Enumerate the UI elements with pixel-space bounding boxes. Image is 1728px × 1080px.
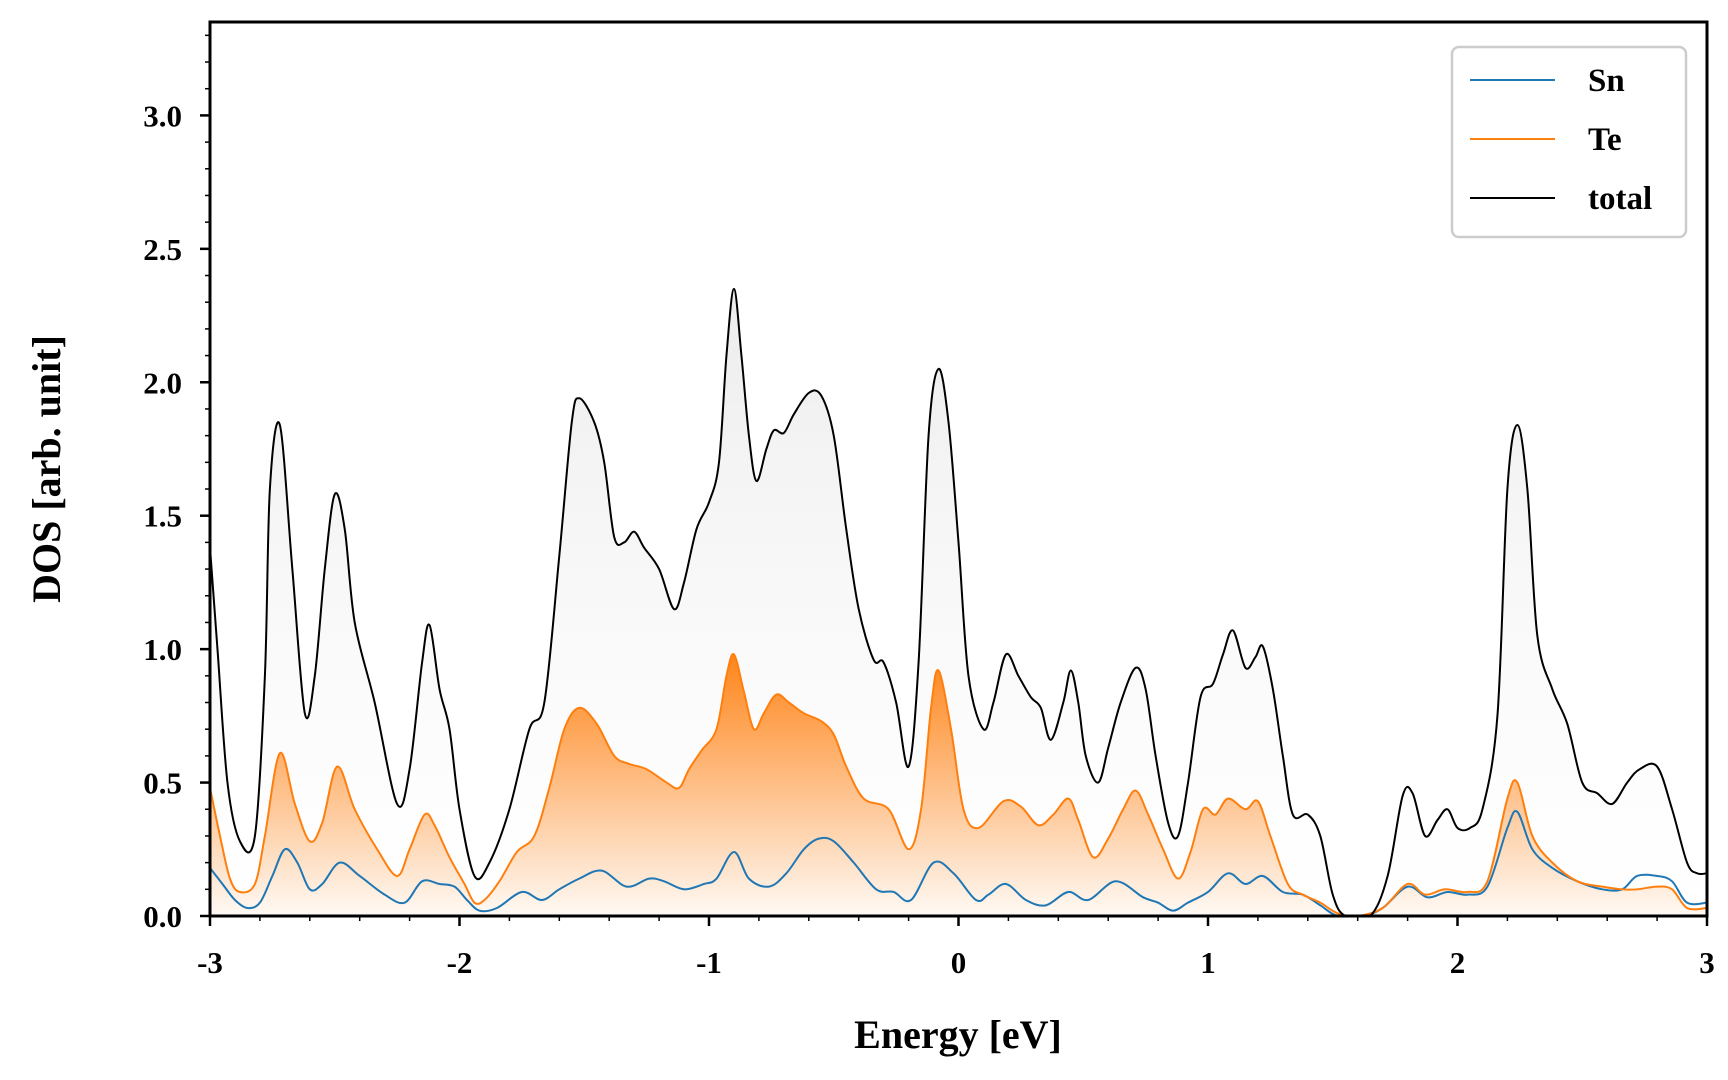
legend-label-te: Te [1588, 122, 1622, 158]
legend-label-total: total [1588, 181, 1652, 217]
x-tick-label: 0 [951, 945, 967, 980]
y-tick-label: 1.5 [143, 499, 182, 534]
series-line-total [210, 287, 1707, 916]
legend-box [1450, 45, 1688, 239]
x-tick-label: -2 [447, 945, 473, 980]
x-tick-label: -1 [696, 945, 722, 980]
x-tick-label: -3 [197, 945, 223, 980]
y-tick-label: 1.0 [143, 632, 182, 667]
y-axis-title: DOS [arb. unit] [24, 335, 69, 603]
y-tick-label: 2.0 [143, 365, 182, 400]
legend-label-sn: Sn [1588, 63, 1625, 99]
x-tick-label: 3 [1699, 945, 1715, 980]
legend: Sn Te total [1450, 45, 1688, 239]
y-tick-label: 3.0 [143, 98, 182, 133]
y-tick-label: 0.5 [143, 766, 182, 801]
y-tick-label: 2.5 [143, 232, 182, 267]
x-tick-label: 2 [1450, 945, 1466, 980]
x-tick-label: 1 [1200, 945, 1216, 980]
x-axis-title: Energy [eV] [854, 1012, 1062, 1057]
y-tick-label: 0.0 [143, 899, 182, 934]
series-line-sn [210, 810, 1707, 916]
series-line-te [210, 653, 1707, 916]
